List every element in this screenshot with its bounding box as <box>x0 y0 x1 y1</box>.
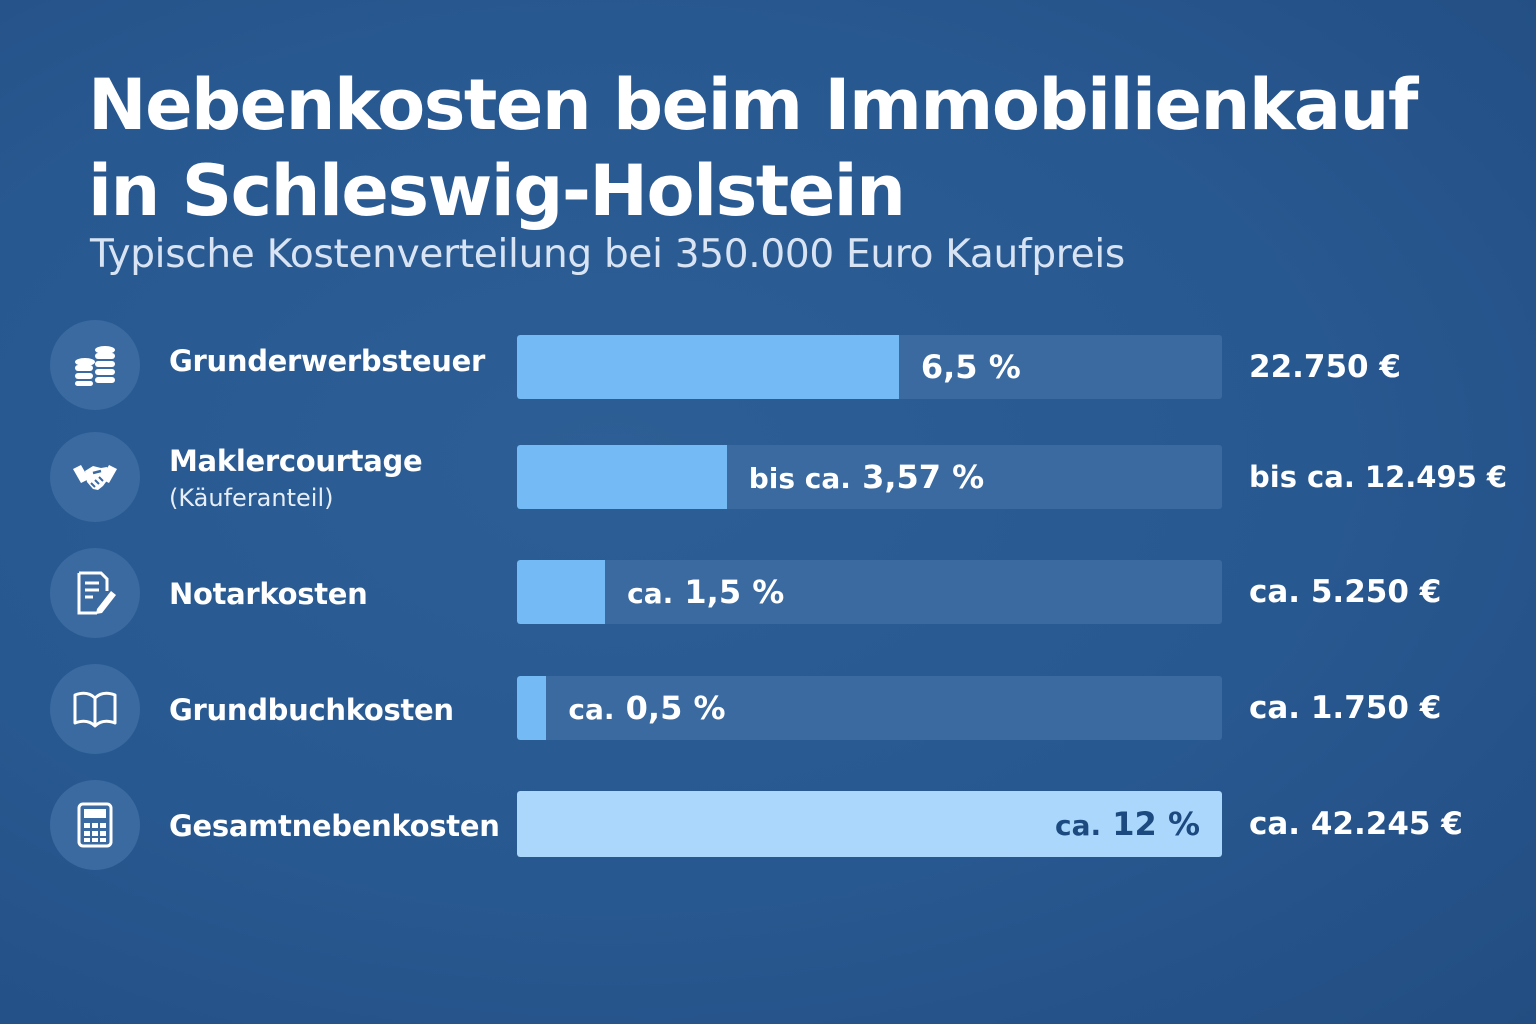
bar-track <box>517 791 1222 857</box>
cost-row: Notarkosten ca. 1,5 % ca. 5.250 € <box>0 548 1536 640</box>
value-percent: 3,57 % <box>862 458 985 496</box>
bar-track <box>517 560 1222 624</box>
bar-track <box>517 335 1222 399</box>
value-prefix: bis ca. <box>748 462 851 495</box>
bar-fill <box>517 791 1222 857</box>
title-line-1: Nebenkosten beim Immobilienkauf <box>88 64 1418 146</box>
bar-value-label: ca. 0,5 % <box>568 676 725 740</box>
row-sublabel: (Käuferanteil) <box>169 484 334 512</box>
row-label: Notarkosten <box>169 577 368 611</box>
row-amount: ca. 1.750 € <box>1249 690 1442 726</box>
cost-row: Grundbuchkosten ca. 0,5 % ca. 1.750 € <box>0 664 1536 756</box>
cost-row-total: Gesamtnebenkosten ca. 12 % ca. 42.245 € <box>0 780 1536 872</box>
bar-value-label: ca. 1,5 % <box>627 560 784 624</box>
chart-title: Nebenkosten beim Immobilienkauf in Schle… <box>88 62 1468 234</box>
value-prefix: ca. <box>1054 809 1102 842</box>
row-amount: ca. 5.250 € <box>1249 574 1442 610</box>
bar-fill <box>517 676 547 740</box>
bar-value-label: 6,5 % <box>921 335 1021 399</box>
bar-fill <box>517 445 727 509</box>
bar-value-label: ca. 12 % <box>1055 792 1200 856</box>
calculator-icon <box>50 780 140 870</box>
document-pen-icon <box>50 548 140 638</box>
value-percent: 6,5 % <box>920 348 1021 386</box>
handshake-icon <box>50 432 140 522</box>
row-label: Grundbuchkosten <box>169 693 454 727</box>
row-label: Grunderwerbsteuer <box>169 344 485 378</box>
row-label: Maklercourtage <box>169 444 423 478</box>
value-percent: 12 % <box>1112 805 1200 843</box>
book-icon <box>50 664 140 754</box>
value-percent: 1,5 % <box>684 573 785 611</box>
bar-track <box>517 676 1222 740</box>
row-amount: 22.750 € <box>1249 349 1401 385</box>
value-percent: 0,5 % <box>625 689 726 727</box>
cost-row: Maklercourtage (Käuferanteil) bis ca. 3,… <box>0 432 1536 524</box>
row-label: Gesamtnebenkosten <box>169 809 500 843</box>
bar-track <box>517 445 1222 509</box>
value-prefix: ca. <box>568 693 615 726</box>
bar-fill <box>517 560 606 624</box>
value-prefix: ca. <box>627 577 674 610</box>
bar-value-label: bis ca. 3,57 % <box>749 445 984 509</box>
coins-icon <box>50 320 140 410</box>
title-line-2: in Schleswig-Holstein <box>88 150 906 232</box>
row-amount: bis ca. 12.495 € <box>1249 460 1508 494</box>
chart-subtitle: Typische Kostenverteilung bei 350.000 Eu… <box>90 232 1125 277</box>
row-amount: ca. 42.245 € <box>1249 806 1463 842</box>
bar-fill <box>517 335 899 399</box>
cost-row: Grunderwerbsteuer 6,5 % 22.750 € <box>0 320 1536 412</box>
